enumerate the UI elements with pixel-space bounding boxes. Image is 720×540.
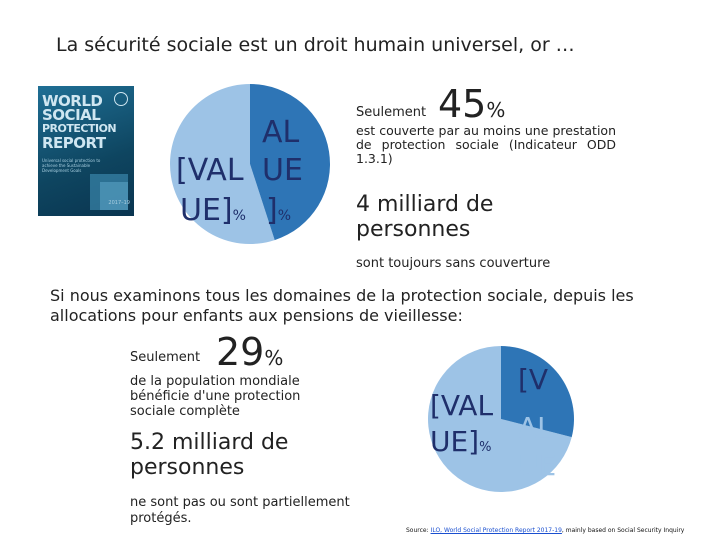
stat2-description: de la population mondiale bénéficie d'un… — [130, 374, 301, 419]
pie-slice-covered — [250, 84, 330, 241]
stat2-subtext: ne sont pas ou sont partiellement protég… — [130, 495, 350, 526]
pie-slice-complete — [501, 346, 574, 438]
pie2-dark-label-line1: [V — [518, 363, 549, 396]
pie2-light-label-line2: UE]% — [430, 425, 492, 458]
pie2-dark-label-line3: UE — [518, 449, 557, 482]
source-link[interactable]: ILO, World Social Protection Report 2017… — [430, 527, 562, 534]
pie-slice-partial — [428, 346, 572, 492]
intro-paragraph: Si nous examinons tous les domaines de l… — [50, 286, 634, 325]
page-title: La sécurité sociale est un droit humain … — [56, 34, 575, 56]
pie-chart-coverage — [169, 84, 330, 244]
cover-decoration — [100, 182, 128, 210]
report-cover-image: WORLD SOCIAL PROTECTION REPORT Universal… — [38, 86, 134, 216]
pie-chart-complete-protection — [428, 346, 574, 492]
source-note: Source: ILO, World Social Protection Rep… — [406, 527, 685, 534]
stat1-highlight: 4 milliard de personnes — [356, 192, 494, 242]
report-cover-subtitle: Universal social protection to achieve t… — [42, 158, 101, 173]
pie1-light-label-line2: UE]% — [180, 193, 246, 228]
stat1-description: est couverte par au moins une prestation… — [356, 123, 616, 166]
pie1-dark-label-line1: AL — [262, 115, 300, 150]
pie1-dark-label-line3: ]% — [266, 193, 292, 228]
report-cover-title: WORLD SOCIAL PROTECTION REPORT — [42, 92, 117, 152]
pie1-light-label-line1: [VAL — [176, 153, 244, 188]
pie-slice-uncovered — [169, 84, 275, 244]
stat2-prefix: Seulement — [130, 350, 201, 365]
ilo-logo-icon — [114, 92, 128, 106]
pie1-dark-label-line2: UE — [262, 153, 303, 188]
pie2-light-label-line1: [VAL — [430, 389, 494, 422]
stat1-subtext: sont toujours sans couverture — [356, 256, 551, 271]
pie2-dark-label-line2: AL — [518, 411, 553, 444]
stat2-highlight: 5.2 milliard de personnes — [130, 430, 289, 480]
stat1-prefix: Seulement — [356, 105, 427, 120]
stat1-percentage: 45% — [438, 82, 506, 126]
report-cover-year: 2017–19 — [108, 200, 130, 206]
stat2-percentage: 29% — [216, 330, 284, 374]
